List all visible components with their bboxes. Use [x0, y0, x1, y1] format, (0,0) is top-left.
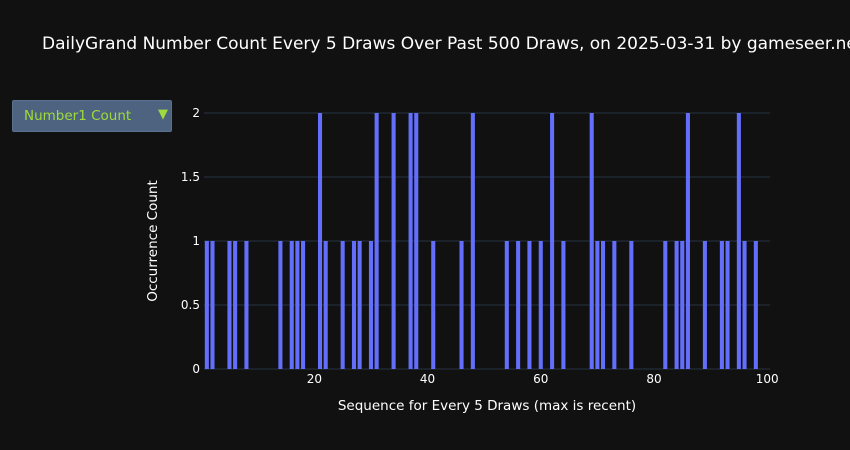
bar[interactable]	[374, 113, 379, 369]
bar[interactable]	[600, 241, 606, 369]
bar-layer	[204, 113, 758, 369]
bar[interactable]	[550, 113, 555, 369]
x-tick-label: 80	[646, 372, 661, 386]
bar[interactable]	[595, 241, 600, 369]
y-axis-title: Occurrence Count	[145, 180, 161, 302]
bar[interactable]	[725, 241, 730, 369]
y-tick-label: 0.5	[181, 298, 200, 312]
bar[interactable]	[516, 241, 521, 369]
number-select-dropdown[interactable]: Number1 Count ▼	[12, 100, 172, 132]
bar[interactable]	[210, 241, 215, 369]
bar[interactable]	[408, 113, 413, 369]
chart-title: DailyGrand Number Count Every 5 Draws Ov…	[42, 34, 850, 54]
bar[interactable]	[663, 241, 668, 369]
bar[interactable]	[538, 241, 543, 369]
grid-layer	[204, 112, 770, 370]
dropdown-selected-label: Number1 Count	[24, 108, 132, 124]
bar[interactable]	[470, 113, 475, 369]
bar[interactable]	[459, 241, 464, 369]
bar[interactable]	[368, 241, 374, 369]
bar[interactable]	[289, 241, 294, 369]
x-tick-label: 60	[533, 372, 548, 386]
chevron-down-icon: ▼	[158, 107, 168, 122]
y-tick-label: 2	[192, 106, 200, 120]
bar[interactable]	[295, 241, 300, 369]
bar[interactable]	[431, 241, 436, 369]
bar[interactable]	[612, 241, 617, 369]
bar[interactable]	[414, 113, 419, 369]
bar[interactable]	[680, 241, 685, 369]
y-tick-label: 1.5	[181, 170, 200, 184]
bar[interactable]	[736, 113, 741, 369]
bar[interactable]	[351, 241, 357, 369]
bar[interactable]	[753, 241, 758, 369]
bar[interactable]	[629, 241, 634, 369]
bar[interactable]	[719, 241, 724, 369]
bar[interactable]	[589, 113, 594, 369]
bar[interactable]	[391, 113, 396, 369]
bar[interactable]	[233, 241, 238, 369]
bar[interactable]	[504, 241, 509, 369]
bar[interactable]	[301, 241, 306, 369]
bar[interactable]	[357, 241, 362, 369]
y-tick-label: 1	[192, 234, 200, 248]
bar[interactable]	[204, 241, 209, 369]
x-tick-label: 40	[420, 372, 435, 386]
bar[interactable]	[227, 241, 232, 369]
bar[interactable]	[278, 241, 283, 369]
bar[interactable]	[702, 241, 707, 369]
tick-layer: 0 0.5 1 1.5 2 20 40 60 80 100	[181, 106, 779, 386]
x-tick-label: 100	[756, 372, 779, 386]
bar[interactable]	[317, 113, 323, 369]
bar[interactable]	[340, 241, 345, 369]
bar[interactable]	[674, 241, 679, 369]
bar[interactable]	[685, 113, 690, 369]
bar[interactable]	[323, 241, 328, 369]
bar[interactable]	[527, 241, 532, 369]
x-tick-label: 20	[307, 372, 322, 386]
bar[interactable]	[742, 241, 747, 369]
x-axis-title: Sequence for Every 5 Draws (max is recen…	[338, 398, 636, 414]
y-tick-label: 0	[192, 362, 200, 376]
bar[interactable]	[561, 241, 566, 369]
bar[interactable]	[244, 241, 249, 369]
